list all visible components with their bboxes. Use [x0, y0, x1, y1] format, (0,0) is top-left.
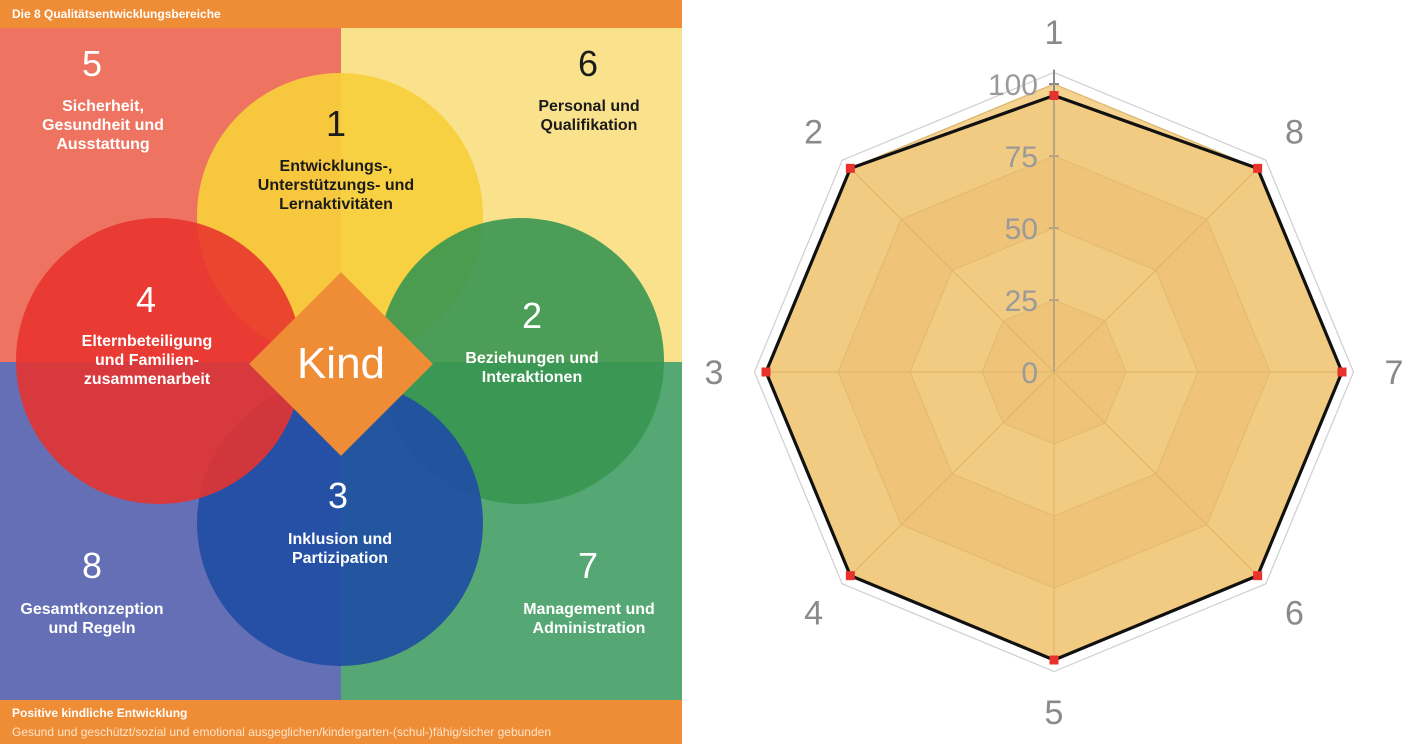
area-7-label: Management und Administration: [469, 600, 682, 638]
radar-axis-label: 5: [1045, 694, 1064, 732]
radar-spoke: [1053, 167, 1259, 373]
radar-axis-label: 3: [705, 354, 724, 392]
area-4-label-line: Elternbeteiligung: [81, 333, 213, 350]
radar-data-point: [1337, 367, 1347, 377]
radar-data-point: [845, 163, 855, 173]
area-3-label: Inklusion und Partizipation: [220, 530, 460, 568]
area-5-label: Sicherheit, Gesundheit und Ausstattung: [0, 97, 223, 154]
radar-axis-label: 2: [804, 114, 823, 152]
area-1-label-line: Entwicklungs-,: [279, 158, 393, 175]
radar-tick-label: 50: [1005, 213, 1038, 246]
center-label: Kind: [296, 339, 386, 388]
footer-text: Gesund und geschützt/sozial und emotiona…: [12, 725, 552, 739]
radar-axis-label: 7: [1385, 354, 1404, 392]
area-7-label-line: Administration: [532, 620, 646, 637]
footer-title: Positive kindliche Entwicklung: [12, 706, 188, 720]
radar-axis-label: 4: [804, 594, 823, 632]
radar-data-point: [1253, 163, 1263, 173]
area-3-number: 3: [327, 475, 349, 516]
area-8-label-line: Gesamtkonzeption: [20, 601, 164, 618]
radar-data-point: [1049, 91, 1059, 101]
area-8-label: Gesamtkonzeption und Regeln: [0, 600, 212, 638]
area-7-number: 7: [577, 545, 599, 586]
radar-data-point: [761, 367, 771, 377]
diagram-header-text: Die 8 Qualitätsentwicklungsbereiche: [12, 7, 221, 21]
area-2-label-line: Interaktionen: [481, 369, 583, 386]
area-3-label-line: Inklusion und: [288, 531, 392, 548]
area-2-label: Beziehungen und Interaktionen: [412, 349, 652, 387]
diagram-header: Die 8 Qualitätsentwicklungsbereiche: [0, 0, 682, 28]
diagram-footer: [0, 700, 682, 744]
quality-areas-diagram: Die 8 Qualitätsentwicklungsbereiche Kind…: [0, 0, 682, 744]
radar-axis-label: 8: [1285, 114, 1304, 152]
area-4-label: Elternbeteiligung und Familien- zusammen…: [27, 332, 267, 389]
radar-chart-panel: 0 25 50 75 100 1 8 7 6 5 4 3 2: [682, 0, 1420, 744]
radar-data-point: [845, 571, 855, 581]
area-7-label-line: Management und: [523, 601, 655, 618]
area-5-label-line: Ausstattung: [56, 136, 150, 153]
radar-spoke: [1053, 371, 1259, 577]
radar-data-point: [1253, 571, 1263, 581]
area-6-label: Personal und Qualifikation: [469, 97, 682, 135]
area-2-number: 2: [521, 295, 543, 336]
area-1-label-line: Unterstützungs- und: [257, 177, 415, 194]
area-8-number: 8: [81, 545, 103, 586]
area-4-label-line: und Familien-: [95, 352, 199, 369]
area-6-label-line: Qualifikation: [540, 117, 638, 134]
area-4-label-line: zusammenarbeit: [83, 371, 211, 388]
radar-axis-label: 6: [1285, 594, 1304, 632]
radar-tick-label: 0: [1021, 357, 1038, 390]
radar-tick-label: 25: [1005, 285, 1038, 318]
radar-tick-label: 100: [988, 69, 1038, 102]
area-4-number: 4: [135, 279, 157, 320]
area-8-label-line: und Regeln: [48, 620, 136, 637]
radar-axis-label: 1: [1045, 14, 1064, 52]
area-5-label-line: Sicherheit,: [62, 98, 144, 115]
radar-data-point: [1049, 655, 1059, 665]
area-5-label-line: Gesundheit und: [42, 117, 164, 134]
area-1-label-line: Lernaktivitäten: [279, 196, 393, 213]
area-1-number: 1: [325, 103, 347, 144]
radar-tick-label: 75: [1005, 141, 1038, 174]
area-3-label-line: Partizipation: [291, 550, 388, 567]
radar-spoke: [849, 167, 1055, 373]
area-6-number: 6: [577, 43, 599, 84]
radar-spoke: [849, 371, 1055, 577]
area-1-label: Entwicklungs-, Unterstützungs- und Lerna…: [216, 157, 456, 214]
radar-outer-ring: [753, 71, 1355, 673]
area-5-number: 5: [81, 43, 103, 84]
area-6-label-line: Personal und: [538, 98, 640, 115]
area-2-label-line: Beziehungen und: [465, 350, 599, 367]
